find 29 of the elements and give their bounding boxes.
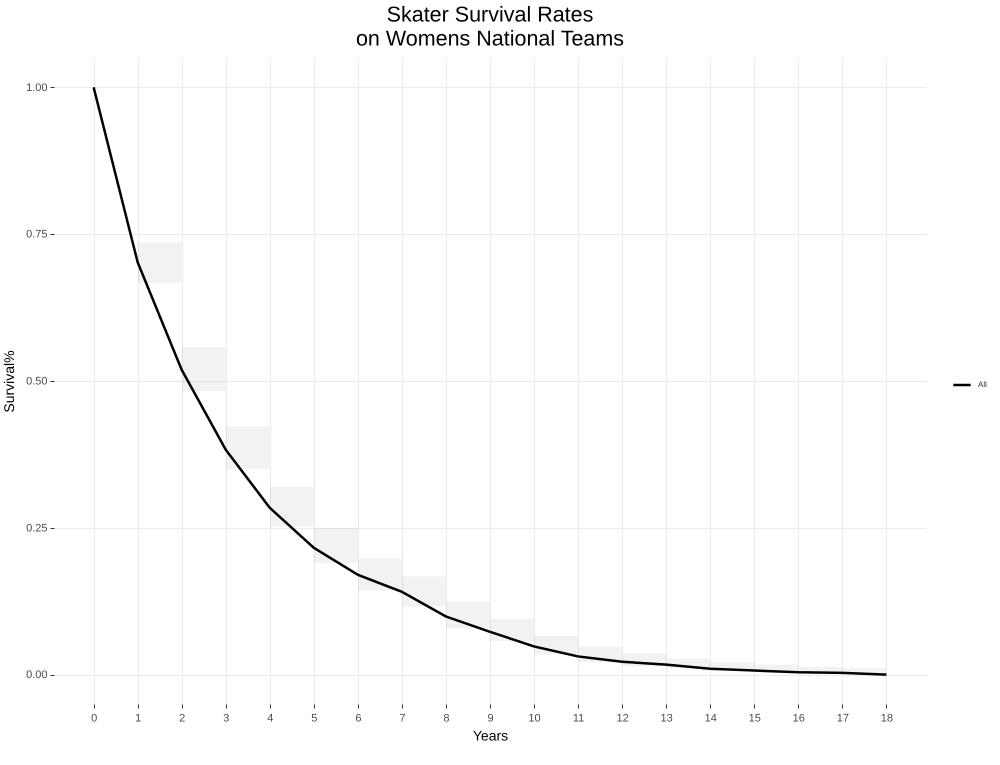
y-tick-label: 0.25 (26, 522, 48, 534)
chart-title: Skater Survival Rates on Womens National Teams (356, 2, 624, 50)
x-tick-label: 16 (792, 712, 805, 724)
x-tick-label: 14 (704, 712, 717, 724)
x-tick-label: 8 (443, 712, 450, 724)
x-tick-label: 4 (267, 712, 274, 724)
y-tick-label: 0.75 (26, 228, 48, 241)
x-tick-label: 17 (836, 712, 849, 724)
x-tick-label: 7 (399, 712, 406, 724)
x-tick-label: 2 (179, 712, 186, 724)
x-tick-label: 13 (660, 712, 673, 724)
x-tick-label: 11 (572, 712, 584, 724)
legend-label: All (978, 380, 988, 389)
y-tick-label: 0.50 (26, 376, 48, 388)
x-tick-label: 15 (748, 712, 761, 724)
x-tick-label: 3 (223, 712, 230, 724)
line-series (92, 86, 888, 676)
x-tick-label: 5 (311, 712, 318, 724)
x-axis-title: Years (472, 728, 508, 744)
x-tick-label: 6 (355, 712, 362, 724)
y-tick-label: 0.00 (26, 669, 48, 682)
x-tick-label: 10 (528, 712, 541, 724)
x-tick-label: 18 (880, 712, 893, 724)
x-tick-label: 0 (91, 712, 98, 724)
x-tick-label: 1 (135, 712, 142, 724)
x-tick-label: 12 (616, 712, 629, 724)
y-tick-label: 1.00 (26, 82, 48, 94)
x-tick-label: 9 (487, 712, 494, 724)
y-axis-title: Survival% (1, 350, 18, 413)
